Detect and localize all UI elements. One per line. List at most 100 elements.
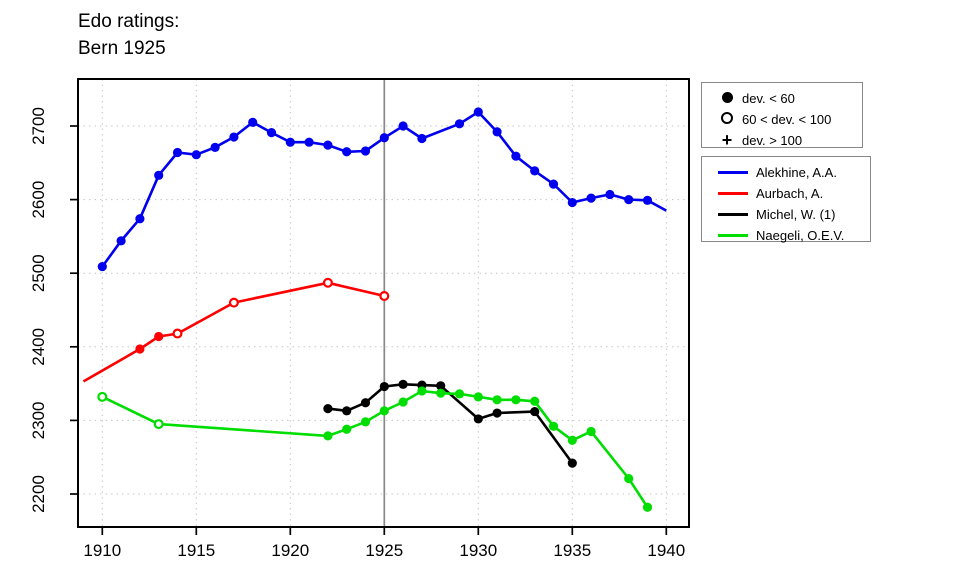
data-point-filled: [97, 261, 107, 272]
black-line-swatch: [718, 213, 748, 216]
data-point-filled: [342, 406, 352, 416]
data-point-filled: [360, 398, 371, 408]
legend-label: dev. > 100: [742, 133, 803, 148]
data-point-open: [322, 277, 333, 288]
red-line-swatch: [718, 192, 748, 195]
data-point-filled: [229, 132, 239, 142]
data-point-filled: [398, 397, 408, 407]
data-point-filled: [248, 117, 258, 127]
data-point-filled: [436, 388, 446, 398]
legend-label: Naegeli, O.E.V.: [756, 228, 845, 243]
legend-label: Aurbach, A.: [756, 186, 824, 201]
data-point-filled: [530, 166, 540, 176]
data-point-open: [97, 391, 108, 402]
plus-icon: +: [721, 130, 733, 150]
data-point-open: [228, 297, 239, 308]
data-point-filled: [360, 146, 371, 156]
filled-circle-icon: [712, 90, 742, 107]
y-tick-label: 2700: [29, 107, 48, 145]
chart-title-line2: Bern 1925: [78, 38, 166, 59]
data-point-open: [379, 291, 390, 302]
data-point-filled: [436, 381, 446, 391]
player-series-legend: Alekhine, A.A. Aurbach, A. Michel, W. (1…: [701, 156, 871, 243]
x-tick-label: 1915: [177, 541, 215, 560]
data-point-open: [172, 328, 183, 339]
data-point-filled: [624, 195, 634, 205]
data-point-filled: [473, 414, 483, 424]
data-point-filled: [210, 142, 220, 152]
legend-row-dev-60-100: 60 < dev. < 100: [702, 109, 862, 130]
legend-row-naegeli: Naegeli, O.E.V.: [702, 225, 870, 246]
legend-row-aurbach: Aurbach, A.: [702, 183, 870, 204]
data-point-filled: [172, 147, 183, 158]
data-point-filled: [191, 150, 201, 160]
open-circle-icon: [712, 111, 742, 128]
marker-deviation-legend: dev. < 60 60 < dev. < 100 + dev. > 100: [701, 82, 863, 151]
y-tick-label: 2400: [29, 328, 48, 366]
data-point-filled: [642, 195, 653, 205]
data-point-filled: [342, 147, 352, 157]
series-line-aurbach: [82, 281, 385, 383]
data-point-filled: [548, 421, 559, 431]
data-point-filled: [417, 133, 427, 144]
data-point-filled: [548, 179, 559, 189]
data-point-filled: [398, 121, 408, 131]
data-point-filled: [511, 395, 521, 405]
data-point-filled: [285, 137, 295, 147]
data-point-filled: [154, 331, 164, 342]
data-point-filled: [511, 151, 521, 161]
data-point-filled: [605, 189, 615, 200]
legend-row-michel: Michel, W. (1): [702, 204, 870, 225]
data-point-filled: [417, 386, 427, 396]
data-point-filled: [530, 406, 540, 417]
plot-border: [77, 78, 690, 528]
data-point-filled: [360, 417, 371, 427]
data-point-filled: [530, 396, 540, 406]
data-point-filled: [135, 214, 145, 224]
data-point-filled: [304, 137, 314, 147]
blue-line-swatch: [718, 171, 748, 174]
x-tick-label: 1930: [459, 541, 497, 560]
x-tick-label: 1910: [83, 541, 121, 560]
data-point-filled: [398, 379, 408, 389]
legend-row-dev-gt-100: + dev. > 100: [702, 130, 862, 151]
data-point-open: [153, 419, 164, 430]
data-point-filled: [379, 381, 389, 392]
data-point-filled: [473, 392, 483, 402]
data-point-filled: [492, 408, 502, 418]
legend-row-dev-lt-60: dev. < 60: [702, 88, 862, 109]
legend-label: 60 < dev. < 100: [742, 112, 832, 127]
data-point-filled: [473, 107, 483, 117]
data-point-filled: [342, 424, 352, 434]
x-tick-label: 1940: [647, 541, 685, 560]
y-tick-label: 2500: [29, 254, 48, 292]
data-point-filled: [586, 193, 596, 203]
data-point-filled: [379, 133, 389, 143]
data-point-filled: [492, 127, 502, 137]
x-tick-label: 1925: [365, 541, 403, 560]
data-point-filled: [454, 119, 465, 129]
data-point-filled: [642, 502, 653, 512]
legend-row-alekhine: Alekhine, A.A.: [702, 162, 870, 183]
chart-title-line1: Edo ratings:: [78, 11, 180, 32]
data-point-filled: [323, 140, 333, 150]
y-tick-label: 2300: [29, 401, 48, 439]
y-tick-label: 2200: [29, 475, 48, 513]
data-point-filled: [323, 431, 333, 441]
data-point-filled: [586, 426, 596, 437]
data-point-filled: [154, 170, 164, 180]
data-point-filled: [492, 395, 502, 405]
data-point-filled: [567, 435, 577, 445]
data-point-filled: [266, 128, 277, 138]
data-point-filled: [116, 236, 126, 246]
data-point-filled: [454, 389, 465, 399]
data-point-filled: [379, 406, 389, 416]
x-tick-label: 1920: [271, 541, 309, 560]
legend-label: dev. < 60: [742, 91, 795, 106]
legend-label: Alekhine, A.A.: [756, 165, 837, 180]
data-point-filled: [624, 473, 634, 484]
data-point-filled: [135, 344, 145, 354]
data-point-filled: [323, 404, 333, 414]
